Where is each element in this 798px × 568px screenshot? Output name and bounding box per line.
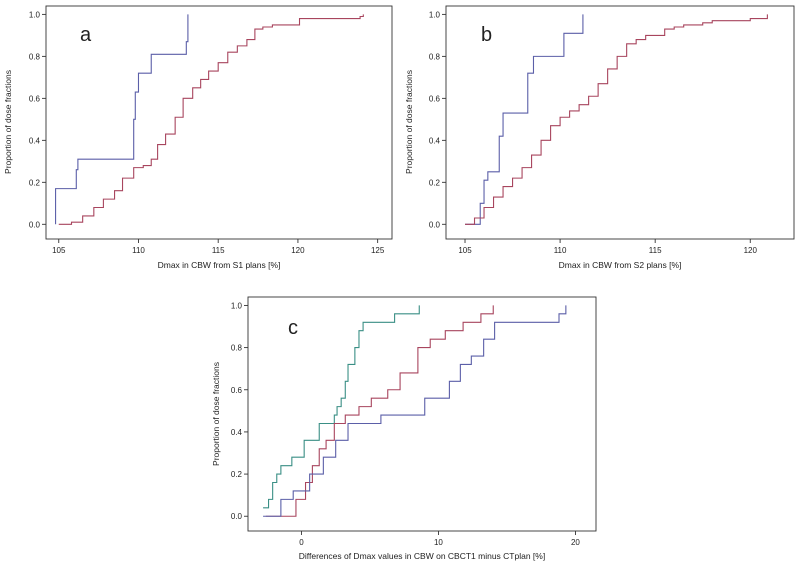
panel-c-ticks: 0 10 20 0.0 0.2 0.4 0.6 0.8 1.0	[231, 301, 581, 547]
panel-b-chart: b Dmax in CBW from S2 plans [%] Proporti…	[404, 5, 795, 270]
panel-a-plot-frame	[45, 5, 393, 240]
panel-c-x-tick-label: 10	[434, 538, 443, 547]
panel-a-x-tick-label: 125	[371, 246, 385, 255]
panel-b-y-tick-label: 1.0	[429, 10, 441, 19]
panel-a-series-red	[58, 14, 364, 225]
panel-c-plot-frame	[247, 296, 597, 532]
panel-b-x-axis-label: Dmax in CBW from S2 plans [%]	[559, 260, 682, 270]
panel-a-y-tick-label: 0.6	[29, 94, 41, 103]
panel-c-y-tick-label: 0.8	[231, 344, 243, 353]
panel-a-series	[55, 14, 364, 225]
panel-a-ticks: 105 110 115 120 125 0.0 0.2 0.4 0.6 0.8 1.0	[29, 10, 385, 255]
panel-b-y-axis-label: Proportion of dose fractions	[404, 70, 414, 174]
panel-b-y-tick-label: 0.2	[429, 178, 441, 187]
panel-c-y-axis-label: Proportion of dose fractions	[211, 362, 221, 466]
panel-b-x-tick-label: 120	[744, 246, 758, 255]
panel-a-y-tick-label: 0.8	[29, 52, 41, 61]
panel-b-x-tick-label: 110	[554, 246, 567, 255]
panel-c-chart: c Differences of Dmax values in CBW on C…	[211, 296, 597, 561]
panel-b-x-tick-label: 105	[458, 246, 472, 255]
panel-c-series	[263, 305, 567, 517]
panel-b-plot-frame	[445, 5, 795, 240]
panel-a-x-tick-label: 120	[291, 246, 305, 255]
panel-a-y-axis-label: Proportion of dose fractions	[3, 70, 13, 174]
panel-b-x-tick-label: 115	[649, 246, 662, 255]
panel-b-series-red	[465, 14, 768, 225]
panel-c-x-axis-label: Differences of Dmax values in CBW on CBC…	[299, 551, 545, 561]
panel-b-y-tick-label: 0.4	[429, 136, 441, 145]
panel-a-x-tick-label: 110	[132, 246, 145, 255]
panel-a-letter: a	[80, 24, 92, 46]
panel-a-y-tick-label: 0.2	[29, 178, 41, 187]
panel-c-y-tick-label: 1.0	[231, 301, 243, 310]
panel-b-y-tick-label: 0.6	[429, 94, 441, 103]
panel-b-y-tick-label: 0.0	[429, 220, 441, 229]
panel-c-series-red	[265, 305, 494, 517]
panel-c-y-tick-label: 0.0	[231, 512, 243, 521]
panel-c-y-tick-label: 0.4	[231, 428, 243, 437]
panel-a-y-tick-label: 1.0	[29, 10, 41, 19]
panel-c-y-tick-label: 0.2	[231, 470, 243, 479]
panel-a-x-tick-label: 115	[212, 246, 225, 255]
panel-a-x-axis-label: Dmax in CBW from S1 plans [%]	[158, 260, 281, 270]
panel-a-chart: a Dmax in CBW from S1 plans [%] Proporti…	[3, 5, 393, 270]
panel-c-y-tick-label: 0.6	[231, 386, 243, 395]
panel-b-series-blue	[465, 14, 584, 225]
panel-a-y-tick-label: 0.4	[29, 136, 41, 145]
panel-b-y-tick-label: 0.8	[429, 52, 441, 61]
panel-c-x-tick-label: 20	[571, 538, 580, 547]
panel-c-letter: c	[288, 317, 298, 339]
panel-b-ticks: 105 110 115 120 0.0 0.2 0.4 0.6 0.8 1.0	[429, 10, 758, 255]
panel-a-series-blue	[55, 14, 189, 225]
panel-a-y-tick-label: 0.0	[29, 220, 41, 229]
panel-c-series-blue	[263, 305, 567, 517]
panel-b-series	[465, 14, 768, 225]
panel-c-x-tick-label: 0	[299, 538, 304, 547]
panel-b-letter: b	[481, 24, 492, 46]
panel-c-series-green	[263, 305, 420, 509]
panel-a-x-tick-label: 105	[52, 246, 66, 255]
